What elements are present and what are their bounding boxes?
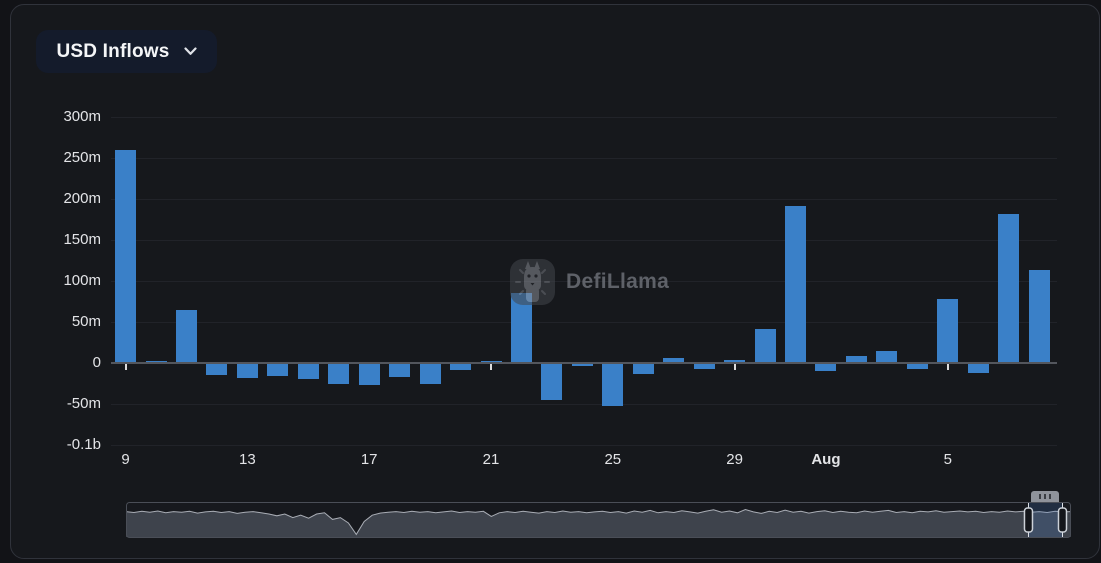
y-axis-label: 150m <box>63 231 101 248</box>
bar[interactable] <box>115 149 137 363</box>
y-axis-label: 50m <box>71 313 101 330</box>
bar[interactable] <box>815 363 837 372</box>
bar[interactable] <box>632 363 654 374</box>
bar[interactable] <box>845 356 867 363</box>
y-axis-label: 300m <box>63 108 101 125</box>
bar[interactable] <box>328 363 350 385</box>
minimap-border <box>126 502 1071 538</box>
x-axis-label: 5 <box>943 451 952 468</box>
chevron-down-icon <box>183 47 197 55</box>
bar[interactable] <box>267 363 289 377</box>
gridline <box>111 199 1057 200</box>
zero-axis-line <box>111 362 1057 364</box>
metric-dropdown-label: USD Inflows <box>56 40 170 62</box>
bar[interactable] <box>236 363 258 378</box>
y-axis-label: -0.1b <box>66 436 101 453</box>
bar[interactable] <box>967 363 989 373</box>
bar[interactable] <box>785 205 806 363</box>
bar[interactable] <box>937 299 959 363</box>
gridline <box>111 445 1057 446</box>
datazoom-slider[interactable] <box>125 491 1072 538</box>
bar[interactable] <box>602 363 624 406</box>
bar[interactable] <box>297 363 319 380</box>
datazoom-right-handle[interactable] <box>1057 507 1068 533</box>
card: USD Inflows 300m 250m 200m 150m 100m 50m 0 -50m… <box>10 4 1100 559</box>
bar[interactable] <box>876 350 898 363</box>
x-axis-tick <box>946 364 949 370</box>
bar[interactable] <box>358 363 380 386</box>
gridline <box>111 117 1057 118</box>
x-axis-tick <box>490 364 492 370</box>
x-axis-tick <box>124 364 127 370</box>
bar-chart: 300m 250m 200m 150m 100m 50m 0 -50m -0.1b 9 13 17 21… <box>11 5 1099 558</box>
minimap-area <box>126 509 1071 537</box>
selection-window[interactable] <box>1028 503 1063 537</box>
bar[interactable] <box>663 358 685 363</box>
datazoom-grip-handle[interactable] <box>1031 491 1060 502</box>
bar[interactable] <box>419 363 441 385</box>
gridline <box>111 158 1057 159</box>
bar[interactable] <box>450 363 472 371</box>
bar[interactable] <box>206 363 228 376</box>
x-axis-label: 17 <box>360 451 378 468</box>
x-axis-label: 25 <box>604 451 622 468</box>
datazoom-left-handle[interactable] <box>1023 507 1034 533</box>
bar[interactable] <box>389 363 411 377</box>
gridline <box>111 404 1057 405</box>
x-axis-label: 9 <box>121 451 130 468</box>
bar[interactable] <box>176 309 197 363</box>
gridline <box>111 322 1057 323</box>
y-axis-label: 250m <box>63 149 101 166</box>
bar[interactable] <box>571 363 593 367</box>
x-axis-label: 13 <box>239 451 256 468</box>
gridline <box>111 240 1057 241</box>
y-axis-label: -50m <box>66 395 101 412</box>
x-axis-label: Aug <box>811 451 841 468</box>
x-axis-label: 21 <box>482 451 500 468</box>
bar[interactable] <box>724 359 746 363</box>
bar[interactable] <box>1028 269 1050 363</box>
bar[interactable] <box>906 363 928 369</box>
gridline <box>111 281 1057 282</box>
bar[interactable] <box>541 363 563 400</box>
y-axis-label: 100m <box>63 272 101 289</box>
y-axis-label: 200m <box>63 190 101 207</box>
bar[interactable] <box>998 213 1020 363</box>
datazoom-minimap[interactable] <box>125 502 1072 538</box>
metric-dropdown[interactable]: USD Inflows <box>36 30 217 73</box>
bar[interactable] <box>510 293 532 363</box>
bar[interactable] <box>754 328 776 363</box>
bar[interactable] <box>693 363 715 369</box>
x-axis-label: 29 <box>726 451 743 468</box>
x-axis-tick <box>733 364 736 370</box>
minimap-line <box>125 508 1072 536</box>
y-axis-label: 0 <box>92 354 101 371</box>
